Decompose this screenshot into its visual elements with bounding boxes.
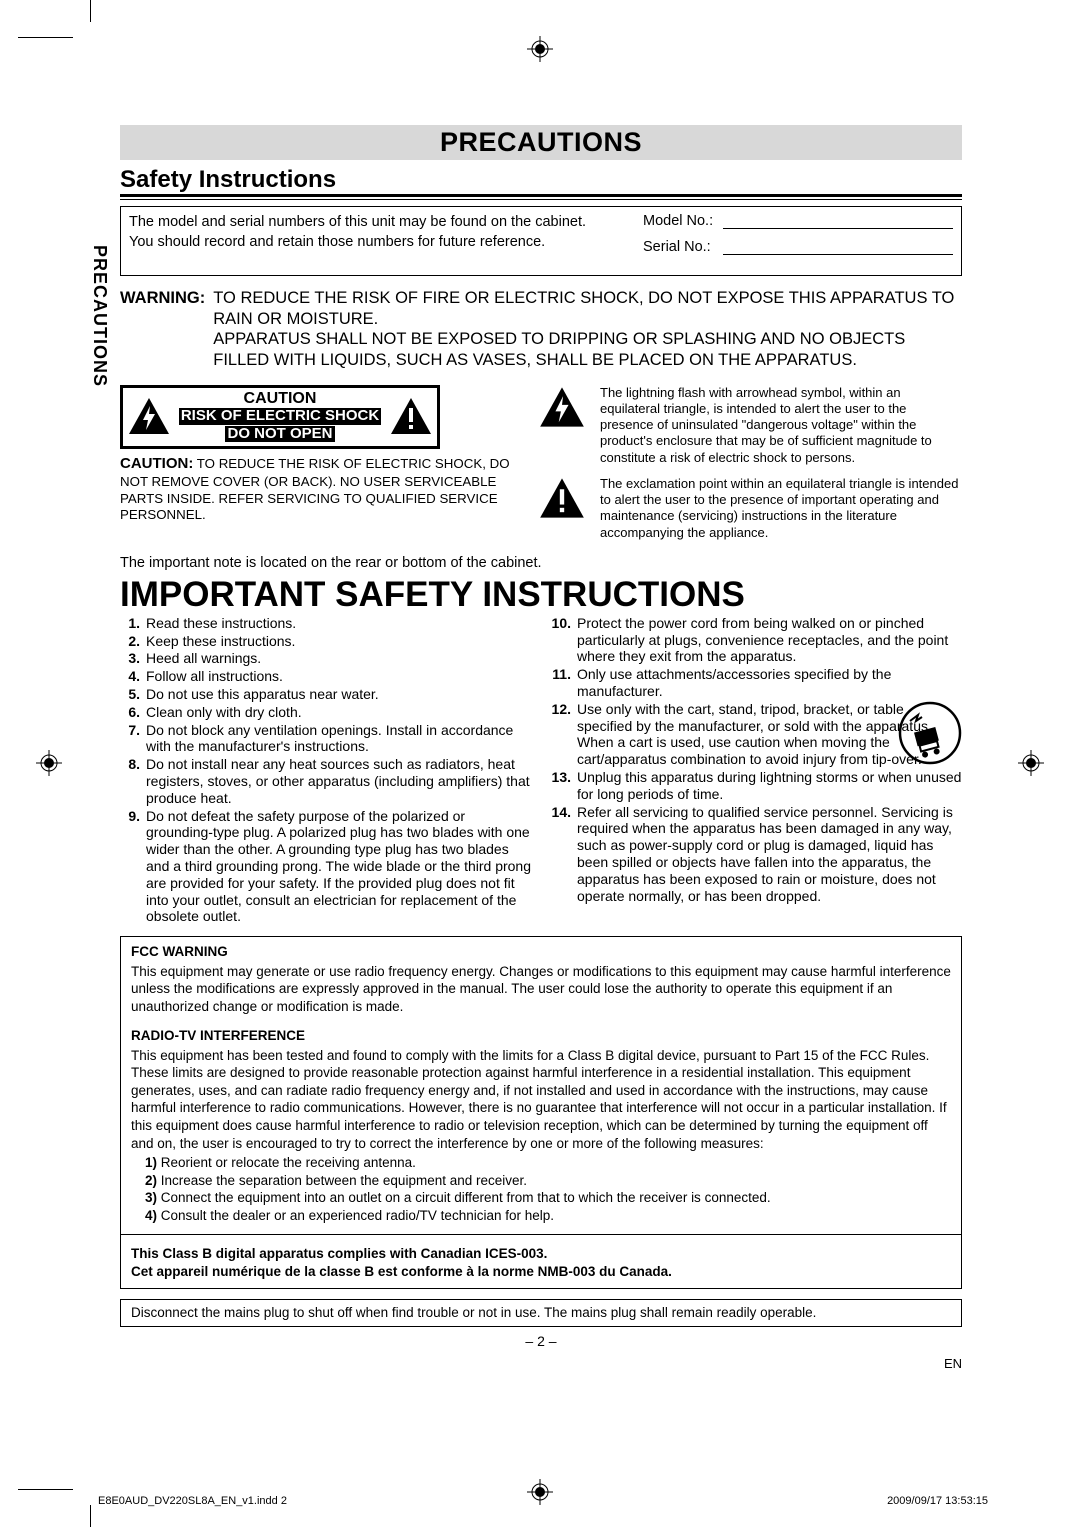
radio-header: RADIO-TV INTERFERENCE (131, 1027, 951, 1045)
instruction-item: 14.Refer all servicing to qualified serv… (551, 804, 962, 905)
instruction-item: 8.Do not install near any heat sources s… (120, 756, 531, 806)
print-metadata: E8E0AUD_DV220SL8A_EN_v1.indd 2 2009/09/1… (98, 1495, 988, 1507)
instruction-item: 5.Do not use this apparatus near water. (120, 686, 531, 703)
crop-mark (18, 37, 73, 38)
crop-mark (90, 0, 91, 22)
warning-text: TO REDUCE THE RISK OF FIRE OR ELECTRIC S… (213, 288, 962, 329)
instruction-item: 2.Keep these instructions. (120, 633, 531, 650)
language-code: EN (944, 1356, 962, 1371)
instruction-item: 13.Unplug this apparatus during lightnin… (551, 769, 962, 803)
instruction-item: 11.Only use attachments/accessories spec… (551, 666, 962, 700)
fcc-header: FCC WARNING (131, 943, 951, 961)
symbol-description: The lightning flash with arrowhead symbo… (600, 385, 962, 466)
ices-en: This Class B digital apparatus complies … (131, 1246, 547, 1261)
serial-no-label: Serial No.: (643, 239, 723, 255)
model-no-label: Model No.: (643, 213, 723, 229)
section-tab: PRECAUTIONS (89, 245, 110, 387)
shock-triangle-icon (127, 396, 171, 436)
instruction-item: 3.Heed all warnings. (120, 650, 531, 667)
page-title: PRECAUTIONS (120, 125, 962, 160)
warning-text: APPARATUS SHALL NOT BE EXPOSED TO DRIPPI… (213, 329, 962, 370)
important-note: The important note is located on the rea… (120, 555, 962, 571)
instruction-item: 1.Read these instructions. (120, 615, 531, 632)
caution-section: CAUTION RISK OF ELECTRIC SHOCK DO NOT OP… (120, 385, 962, 551)
warning-label: WARNING: (120, 288, 205, 371)
safety-instructions-title: IMPORTANT SAFETY INSTRUCTIONS (120, 575, 962, 615)
cart-tipover-icon (898, 701, 962, 765)
fcc-body: This equipment may generate or use radio… (131, 963, 951, 1016)
instruction-item: 9.Do not defeat the safety purpose of th… (120, 808, 531, 926)
fcc-radio-box: FCC WARNING This equipment may generate … (120, 936, 962, 1289)
instruction-item: 6.Clean only with dry cloth. (120, 704, 531, 721)
instructions-list: 1.Read these instructions.2.Keep these i… (120, 615, 962, 926)
ices-fr: Cet appareil numérique de la classe B es… (131, 1264, 672, 1279)
record-text: The model and serial numbers of this uni… (129, 213, 631, 233)
instruction-item: 4.Follow all instructions. (120, 668, 531, 685)
instruction-item: 10.Protect the power cord from being wal… (551, 615, 962, 665)
serial-no-field[interactable] (723, 241, 953, 255)
caution-label: CAUTION RISK OF ELECTRIC SHOCK DO NOT OP… (120, 385, 440, 450)
page-subtitle: Safety Instructions (120, 166, 962, 197)
disconnect-box: Disconnect the mains plug to shut off wh… (120, 1299, 962, 1327)
crop-mark (18, 1489, 73, 1490)
record-text: You should record and retain those numbe… (129, 233, 631, 253)
model-no-field[interactable] (723, 215, 953, 229)
page-number: – 2 – (120, 1333, 962, 1349)
shock-triangle-icon (538, 385, 586, 429)
registration-mark-icon (1018, 750, 1044, 776)
exclamation-triangle-icon (389, 396, 433, 436)
registration-mark-icon (36, 750, 62, 776)
print-date: 2009/09/17 13:53:15 (887, 1495, 988, 1507)
record-numbers-box: The model and serial numbers of this uni… (120, 206, 962, 276)
caution-subtext: CAUTION: TO REDUCE THE RISK OF ELECTRIC … (120, 455, 520, 524)
rule (120, 199, 962, 200)
warning-block: WARNING: TO REDUCE THE RISK OF FIRE OR E… (120, 288, 962, 371)
radio-body: This equipment has been tested and found… (131, 1047, 951, 1152)
symbol-description: The exclamation point within an equilate… (600, 476, 962, 541)
page-content: PRECAUTIONS Safety Instructions The mode… (120, 125, 962, 1349)
print-file: E8E0AUD_DV220SL8A_EN_v1.indd 2 (98, 1495, 287, 1507)
instruction-item: 7.Do not block any ventilation openings.… (120, 722, 531, 756)
exclamation-triangle-icon (538, 476, 586, 520)
registration-mark-icon (527, 36, 553, 62)
crop-mark (90, 1505, 91, 1527)
